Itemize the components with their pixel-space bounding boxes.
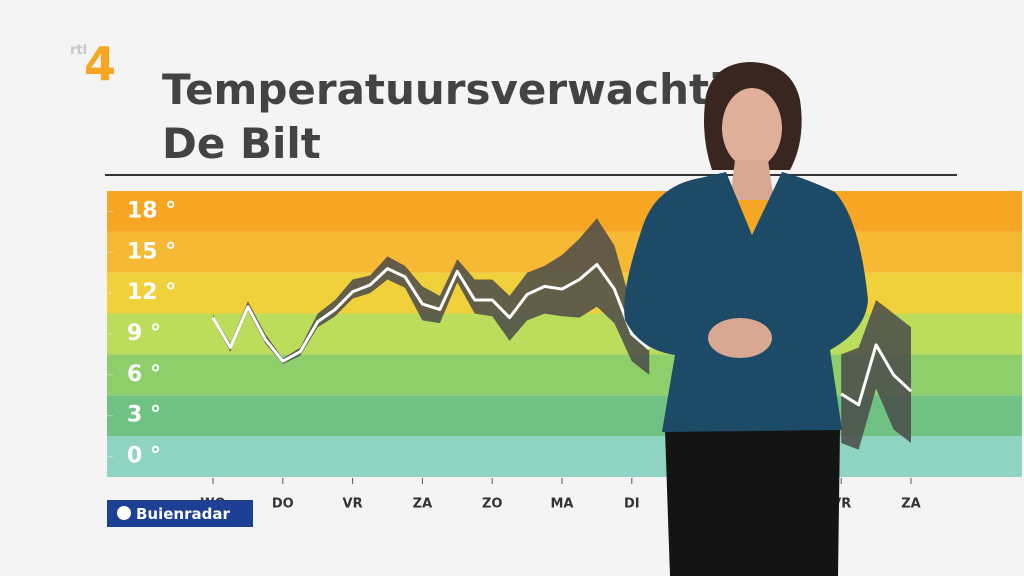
presenter-neck [730,160,774,200]
y-tick-label: 9 ° [127,321,161,346]
presenter-face [722,88,782,168]
presenter [624,62,868,576]
x-tick-label: DI [624,497,640,512]
chart-subtitle: De Bilt [162,119,321,168]
sponsor-name: Buienradar [136,505,230,523]
y-tick-label: 15 ° [127,239,176,264]
y-tick-label: 0 ° [127,444,161,469]
sponsor-icon [117,506,131,520]
x-tick-label: ZA [901,497,921,512]
temperature-band [107,436,1022,477]
x-tick-label: ZO [482,497,502,512]
chart-title: Temperatuursverwachti [162,65,724,114]
temperature-band [107,191,1022,232]
presenter-hands [708,318,772,358]
x-tick-label: MA [551,497,574,512]
x-tick-label: ZA [413,497,433,512]
presenter-jacket [624,172,868,432]
sponsor-logo: Buienradar [107,500,253,527]
y-tick-label: 6 ° [127,362,161,387]
temperature-line [211,263,913,407]
plot: 0 °3 °6 °9 °12 °15 °18 °WODOVRZAZOMADIVR… [107,191,1022,512]
channel-logo: rtl 4 [70,37,116,91]
x-tick-label: VR [343,497,363,512]
sponsor-box [107,500,253,527]
spread-area [213,218,911,450]
y-tick-label: 12 ° [127,280,176,305]
x-tick-label: DO [272,497,294,512]
y-tick-label: 18 ° [127,198,176,223]
y-tick-label: 3 ° [127,403,161,428]
logo-small: rtl [70,43,87,58]
logo-big: 4 [84,37,116,91]
presenter-trousers [665,430,840,576]
